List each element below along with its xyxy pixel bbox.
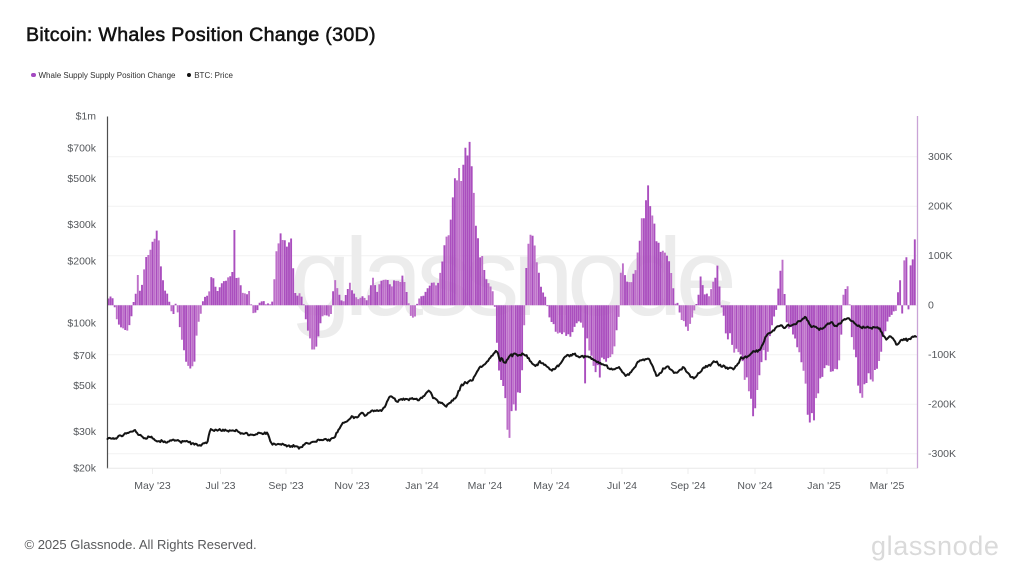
svg-text:$20k: $20k xyxy=(73,462,97,474)
svg-text:0: 0 xyxy=(928,300,934,312)
svg-text:200K: 200K xyxy=(928,201,953,213)
svg-text:Mar '24: Mar '24 xyxy=(468,480,503,492)
svg-text:May '24: May '24 xyxy=(533,480,570,492)
svg-text:$70k: $70k xyxy=(73,350,97,362)
svg-text:Mar '25: Mar '25 xyxy=(870,480,905,492)
svg-text:Jan '25: Jan '25 xyxy=(807,480,841,492)
svg-text:Sep '24: Sep '24 xyxy=(670,480,705,492)
svg-text:-300K: -300K xyxy=(928,448,956,460)
svg-text:$300k: $300k xyxy=(67,219,96,231)
svg-text:100K: 100K xyxy=(928,250,953,262)
svg-text:$500k: $500k xyxy=(67,173,96,185)
svg-text:$30k: $30k xyxy=(73,426,97,438)
svg-text:Nov '24: Nov '24 xyxy=(737,480,772,492)
svg-text:-100K: -100K xyxy=(928,349,956,361)
svg-text:May '23: May '23 xyxy=(134,480,171,492)
svg-text:$700k: $700k xyxy=(67,143,96,155)
svg-text:Nov '23: Nov '23 xyxy=(334,480,369,492)
svg-text:$1m: $1m xyxy=(76,111,97,123)
svg-text:$100k: $100k xyxy=(67,318,96,330)
svg-text:300K: 300K xyxy=(928,151,953,163)
svg-text:$200k: $200k xyxy=(67,255,96,267)
svg-text:Jul '24: Jul '24 xyxy=(607,480,637,492)
svg-text:Jul '23: Jul '23 xyxy=(205,480,235,492)
svg-text:-200K: -200K xyxy=(928,399,956,411)
svg-text:Sep '23: Sep '23 xyxy=(268,480,303,492)
svg-text:Jan '24: Jan '24 xyxy=(405,480,439,492)
svg-text:$50k: $50k xyxy=(73,380,97,392)
